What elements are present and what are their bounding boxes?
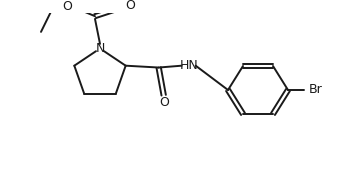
- Text: Br: Br: [309, 83, 323, 95]
- Text: HN: HN: [179, 59, 198, 72]
- Text: O: O: [62, 0, 72, 13]
- Text: N: N: [95, 42, 105, 55]
- Text: O: O: [125, 0, 135, 12]
- Text: O: O: [160, 96, 170, 109]
